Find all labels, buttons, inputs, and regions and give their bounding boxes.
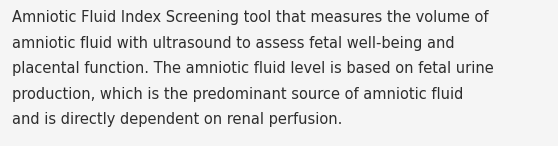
- Text: production, which is the predominant source of amniotic fluid: production, which is the predominant sou…: [12, 87, 464, 102]
- Text: placental function. The amniotic fluid level is based on fetal urine: placental function. The amniotic fluid l…: [12, 61, 494, 76]
- Text: amniotic fluid with ultrasound to assess fetal well-being and: amniotic fluid with ultrasound to assess…: [12, 36, 455, 51]
- Text: and is directly dependent on renal perfusion.: and is directly dependent on renal perfu…: [12, 112, 343, 127]
- Text: Amniotic Fluid Index Screening tool that measures the volume of: Amniotic Fluid Index Screening tool that…: [12, 10, 489, 25]
